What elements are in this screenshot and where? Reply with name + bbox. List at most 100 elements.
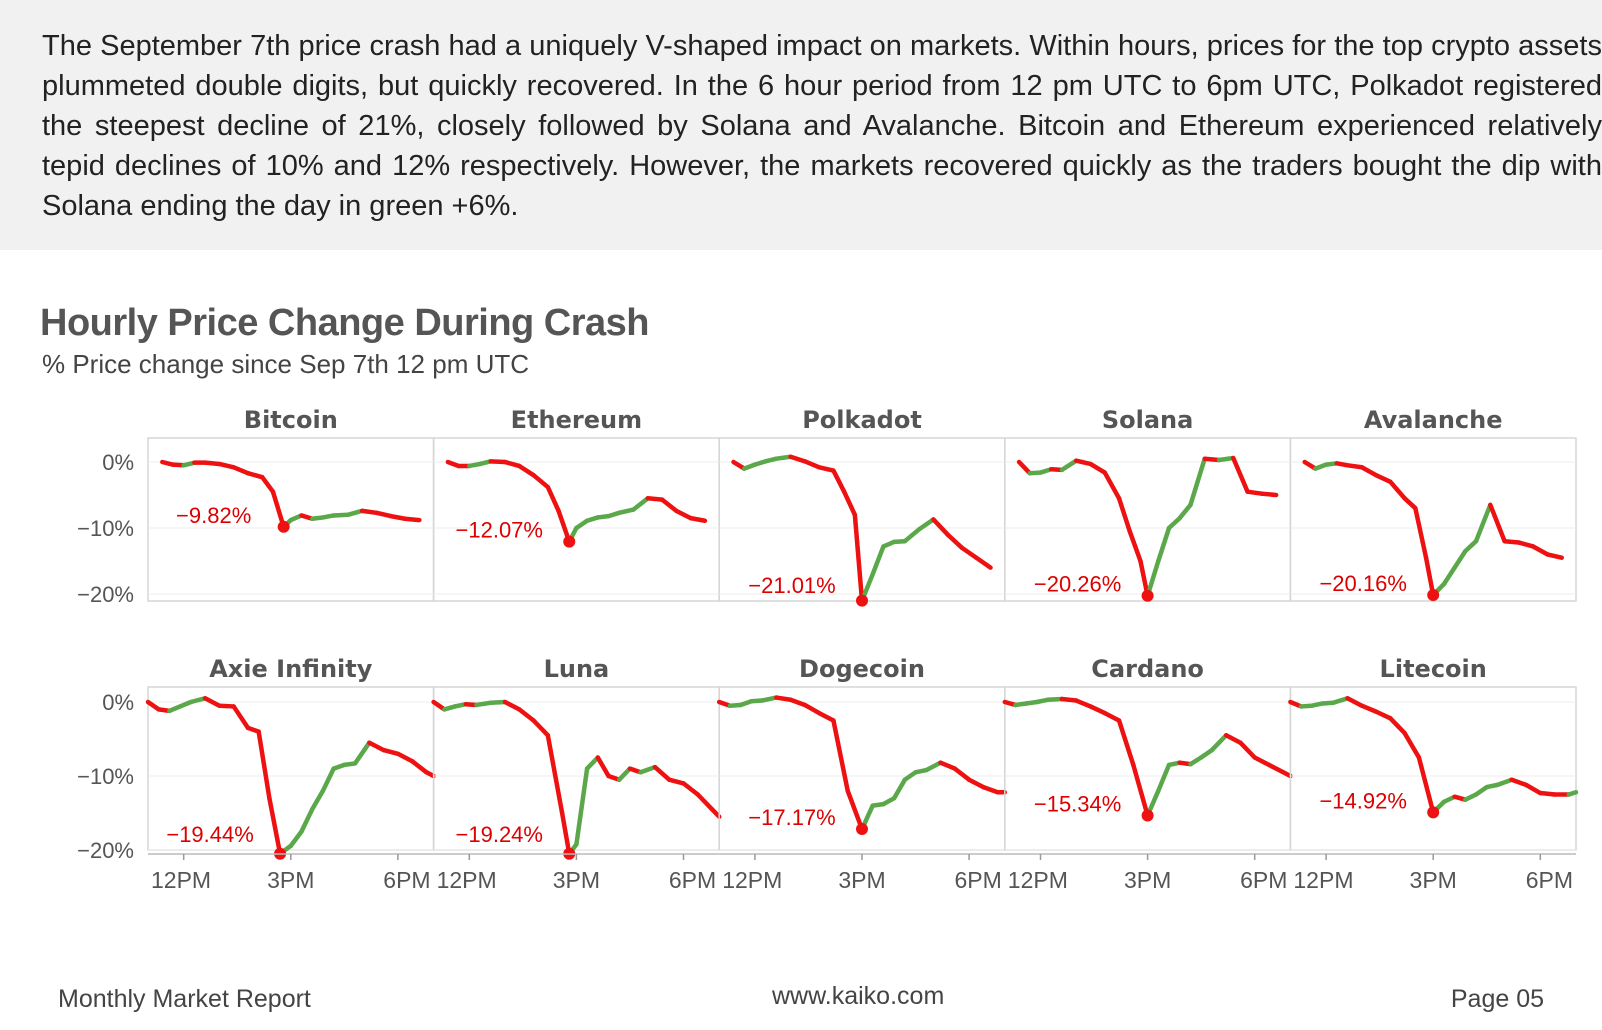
series-line-segment-cardano [1238, 740, 1257, 760]
series-line-segment-solana [1156, 525, 1172, 564]
series-line-segment-avalanche [1345, 463, 1365, 470]
series-line-segment-luna [545, 733, 565, 816]
series-line-segment-luna [531, 718, 551, 738]
series-line-segment-luna [595, 755, 611, 779]
series-line-segment-cardano [1102, 710, 1122, 723]
series-line-segment-axie-infinity [381, 747, 401, 757]
series-line-segment-dogecoin [759, 695, 779, 703]
series-line-segment-bitcoin [217, 461, 236, 470]
min-point-marker-polkadot [856, 594, 868, 607]
series-line-segment-dogecoin [891, 777, 908, 801]
footer-report-name: Monthly Market Report [58, 985, 311, 1013]
min-data-label-bitcoin: −9.82% [176, 503, 251, 528]
series-line-segment-bitcoin [402, 516, 422, 523]
series-line-segment-polkadot [902, 527, 922, 544]
series-line-segment-ethereum [531, 472, 551, 490]
x-tick-label: 3PM [838, 867, 885, 893]
panel-title-litecoin: Litecoin [1380, 655, 1487, 683]
min-data-label-luna: −19.24% [456, 822, 543, 847]
x-tick-label: 6PM [955, 867, 1002, 893]
series-line-segment-litecoin [1388, 716, 1407, 736]
series-line-segment-avalanche [1373, 472, 1393, 485]
series-line-segment-avalanche [1463, 538, 1479, 554]
series-line-segment-cardano [1073, 698, 1093, 709]
series-line-segment-litecoin [1373, 709, 1393, 721]
series-line-segment-avalanche [1359, 465, 1379, 478]
series-line-segment-bitcoin [388, 513, 408, 522]
series-line-segment-ethereum [502, 459, 522, 469]
series-line-segment-avalanche [1488, 502, 1507, 544]
panel-title-dogecoin: Dogecoin [799, 655, 925, 683]
series-line-segment-polkadot [841, 489, 858, 518]
min-data-label-litecoin: −14.92% [1319, 788, 1406, 813]
series-line-segment-luna [502, 699, 522, 712]
series-line-segment-bitcoin [331, 512, 351, 518]
series-line-segment-dogecoin [938, 760, 958, 771]
series-line-segment-axie-infinity [424, 770, 436, 779]
series-line-segment-avalanche [1413, 505, 1429, 560]
footer-website-link[interactable]: www.kaiko.com [772, 982, 945, 1010]
chart-title: Hourly Price Change During Crash [40, 302, 650, 344]
series-line-segment-dogecoin [774, 695, 793, 703]
series-line-segment-axie-infinity [267, 795, 283, 856]
series-line-segment-cardano [1252, 755, 1272, 768]
series-line-segment-ethereum [674, 508, 693, 521]
y-tick-label: −10% [77, 764, 134, 789]
series-line-segment-polkadot [774, 454, 793, 461]
series-line-segment-axie-infinity [299, 807, 315, 834]
series-line-segment-avalanche [1441, 565, 1457, 587]
series-line-segment-litecoin [1359, 703, 1379, 714]
series-line-segment-luna [574, 766, 590, 847]
x-tick-label: 6PM [383, 867, 430, 893]
series-line-segment-solana [1202, 456, 1222, 463]
min-point-marker-dogecoin [856, 823, 868, 836]
series-line-segment-ethereum [645, 496, 665, 502]
series-line-segment-luna [584, 755, 601, 771]
series-line-segment-luna [638, 764, 658, 775]
series-line-segment-bitcoin [359, 508, 379, 516]
series-line-segment-luna [616, 766, 633, 782]
series-line-segment-litecoin [1509, 777, 1529, 788]
series-line-segment-solana [1231, 455, 1250, 494]
series-line-segment-litecoin [1495, 777, 1514, 788]
series-line-segment-solana [1145, 558, 1161, 598]
series-line-segment-solana [1088, 461, 1108, 475]
x-tick-label: 12PM [437, 867, 497, 893]
min-point-marker-solana [1141, 589, 1154, 602]
series-line-segment-luna [666, 777, 686, 786]
x-tick-label: 6PM [1240, 867, 1287, 893]
series-line-segment-axie-infinity [409, 758, 429, 775]
series-line-segment-dogecoin [816, 710, 836, 723]
panel-title-luna: Luna [544, 655, 610, 683]
series-line-segment-litecoin [1402, 730, 1422, 760]
series-line-segment-axie-infinity [367, 740, 386, 753]
series-line-segment-dogecoin [981, 784, 1000, 795]
series-line-segment-luna [652, 764, 672, 782]
x-tick-label: 3PM [267, 867, 314, 893]
series-line-segment-solana [1059, 458, 1079, 473]
x-tick-label: 12PM [722, 867, 782, 893]
series-line-segment-cardano [1131, 762, 1150, 818]
series-line-segment-axie-infinity [231, 704, 251, 731]
series-line-segment-dogecoin [966, 777, 986, 790]
series-line-segment-cardano [1116, 718, 1136, 768]
panel-title-axie-infinity: Axie Infinity [209, 655, 373, 683]
panel-title-ethereum: Ethereum [511, 406, 642, 434]
series-line-segment-avalanche [1545, 552, 1564, 560]
series-line-segment-cardano [1281, 770, 1293, 779]
min-data-label-dogecoin: −17.17% [748, 805, 835, 830]
series-line-segment-ethereum [517, 463, 536, 478]
series-line-segment-bitcoin [231, 465, 251, 476]
series-line-segment-axie-infinity [202, 696, 222, 708]
series-line-segment-solana [1102, 470, 1122, 501]
min-data-label-cardano: −15.34% [1034, 792, 1121, 817]
series-line-segment-luna [709, 807, 722, 819]
series-line-segment-ethereum [616, 507, 636, 516]
series-line-segment-solana [1127, 529, 1143, 564]
series-line-segment-polkadot [831, 468, 847, 494]
series-line-segment-avalanche [1473, 502, 1493, 544]
series-line-segment-dogecoin [831, 718, 850, 794]
series-line-segment-luna [681, 781, 701, 797]
y-tick-label: −20% [77, 838, 134, 863]
series-line-segment-cardano [1088, 704, 1108, 716]
